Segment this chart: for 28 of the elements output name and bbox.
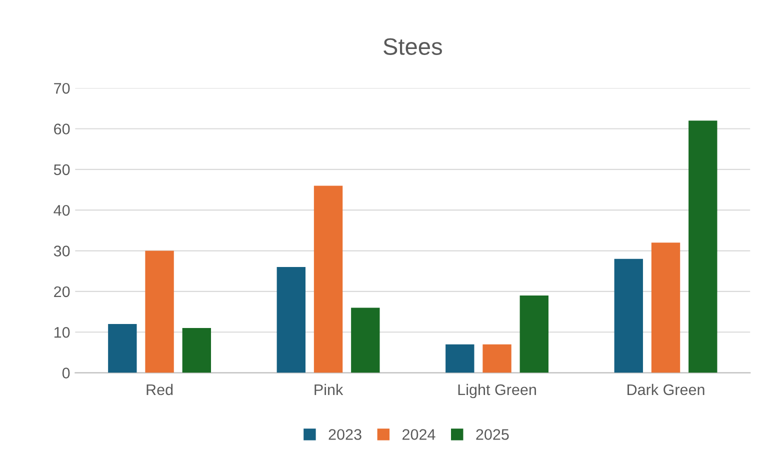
bar (688, 120, 718, 373)
y-tick-label: 10 (54, 326, 70, 338)
bar (651, 242, 680, 373)
legend-label: 2023 (328, 429, 362, 440)
y-tick-label: 40 (54, 204, 70, 216)
chart-title: Stees (384, 38, 442, 55)
bar (276, 267, 306, 373)
x-tick-label: Red (146, 384, 173, 396)
bar (482, 344, 512, 373)
y-tick-label: 30 (54, 246, 70, 256)
y-tick-label: 0 (62, 368, 70, 378)
bar (520, 296, 548, 373)
y-tick-label: 20 (54, 286, 70, 298)
y-tick-label: 60 (54, 124, 70, 134)
bar (145, 250, 174, 373)
bar (351, 308, 380, 373)
bar (182, 328, 211, 373)
y-tick-label: 70 (54, 82, 70, 94)
bar (314, 186, 343, 373)
bar (108, 324, 137, 373)
x-tick-label: Pink (314, 384, 344, 395)
legend-label: 2024 (402, 429, 436, 440)
legend-label: 2025 (476, 429, 509, 440)
x-tick-label: Light Green (458, 384, 536, 398)
bar (446, 344, 474, 373)
y-tick-label: 50 (54, 164, 70, 176)
bar (614, 258, 643, 373)
x-tick-label: Dark Green (628, 384, 704, 396)
